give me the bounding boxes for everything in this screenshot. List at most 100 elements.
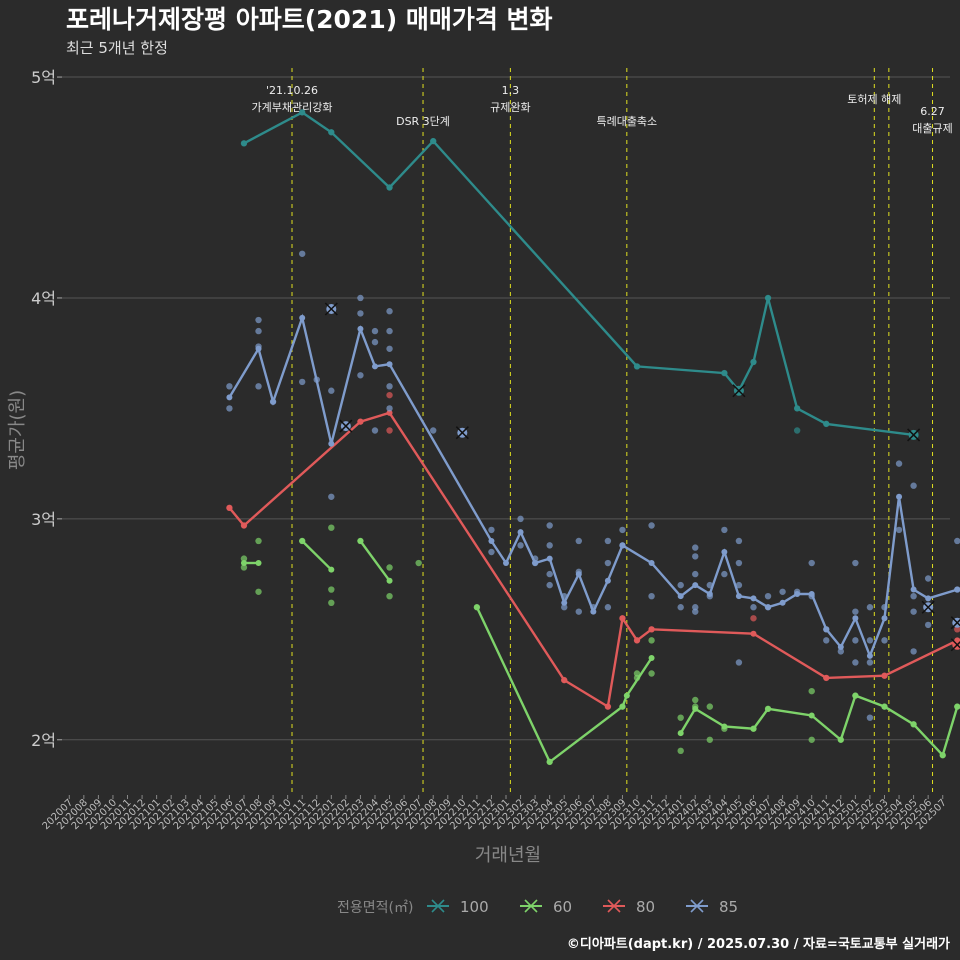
data-point [517, 542, 524, 549]
line-point [240, 560, 247, 567]
event-label: 6.27 [920, 105, 945, 118]
line-point [386, 184, 393, 191]
data-point [721, 526, 728, 534]
data-point [386, 405, 393, 412]
highlight-cross [950, 638, 960, 652]
data-point [357, 372, 364, 379]
series-60 [240, 524, 960, 766]
event-label: 규제완화 [490, 101, 530, 114]
line-point [765, 294, 772, 301]
series-85 [226, 250, 960, 721]
line-point [910, 721, 917, 728]
legend-label: 60 [553, 898, 572, 916]
cross-stroke [324, 302, 338, 316]
highlight-cross [324, 302, 338, 316]
source-footer: ©디아파트(dapt.kr) / 2025.07.30 / 자료=국토교통부 실… [567, 936, 950, 952]
data-point [226, 405, 233, 412]
data-point [735, 559, 743, 567]
data-point [255, 316, 262, 324]
data-point [328, 599, 335, 607]
line-point [255, 345, 262, 352]
line-point [706, 590, 713, 597]
line-point [503, 560, 509, 567]
data-point [677, 714, 684, 721]
line-point [721, 370, 728, 377]
line-point [328, 440, 335, 447]
data-point [604, 559, 612, 567]
data-point [226, 383, 233, 390]
line-point [328, 129, 335, 136]
line-point [735, 593, 742, 600]
line-point [532, 560, 539, 567]
line-point [561, 599, 568, 606]
data-point [692, 608, 699, 615]
line-point [371, 363, 378, 370]
line-point [546, 758, 553, 765]
y-axis: 2억 3억 4억 5억 [31, 68, 62, 750]
highlight-cross [732, 384, 746, 398]
event-label: '21.10.26 [266, 84, 318, 97]
line-point [270, 398, 277, 405]
data-point [692, 553, 699, 560]
line-point [619, 615, 626, 622]
x-axis-label: 거래년월 [475, 845, 541, 866]
data-point [735, 581, 743, 589]
data-point [561, 604, 568, 611]
line-point [750, 595, 757, 602]
line-point [386, 409, 393, 416]
data-point [692, 570, 699, 578]
data-point [852, 559, 859, 567]
line-point [808, 590, 815, 597]
line-point [954, 703, 960, 710]
data-point [895, 460, 903, 467]
data-point [910, 608, 917, 615]
data-point [706, 736, 714, 743]
chart-subtitle: 최근 5개년 한정 [66, 39, 168, 57]
data-point [648, 670, 655, 677]
line-point [226, 504, 233, 511]
event-label: DSR 3단계 [396, 115, 450, 128]
line-point [910, 586, 917, 593]
data-marks [226, 109, 960, 766]
line-point [430, 138, 437, 145]
series-line [475, 606, 653, 764]
line-point [648, 626, 655, 633]
line-point [750, 725, 757, 732]
line-point [328, 566, 335, 573]
line-point [299, 537, 306, 544]
cross-stroke [921, 600, 935, 614]
line-point [881, 703, 888, 710]
line-point [677, 730, 684, 737]
line-point [823, 674, 830, 681]
cross-stroke [907, 428, 921, 442]
legend-item-85: 85 [686, 898, 738, 916]
y-tick-label: 4억 [31, 289, 56, 308]
data-point [735, 659, 743, 666]
data-point [430, 427, 437, 434]
line-point [823, 626, 830, 633]
line-point [808, 712, 815, 719]
line-point [575, 571, 582, 578]
line-point [299, 314, 306, 321]
line-point [721, 549, 728, 555]
legend-label: 80 [636, 898, 655, 916]
data-point [415, 559, 422, 567]
line-point [765, 705, 772, 712]
data-point [546, 522, 553, 529]
data-point [546, 581, 553, 589]
data-point [808, 736, 815, 743]
y-tick-label: 3억 [31, 510, 56, 529]
line-point [866, 652, 873, 659]
legend-item-100: 100 [427, 898, 489, 916]
highlight-cross [907, 428, 921, 442]
data-point [779, 588, 786, 595]
line-point [604, 577, 611, 584]
data-point [837, 648, 845, 655]
legend-item-80: 80 [603, 898, 655, 916]
data-point [371, 427, 379, 434]
data-point [328, 387, 335, 394]
line-point [852, 615, 859, 622]
data-point [648, 592, 655, 600]
data-point [750, 615, 757, 622]
